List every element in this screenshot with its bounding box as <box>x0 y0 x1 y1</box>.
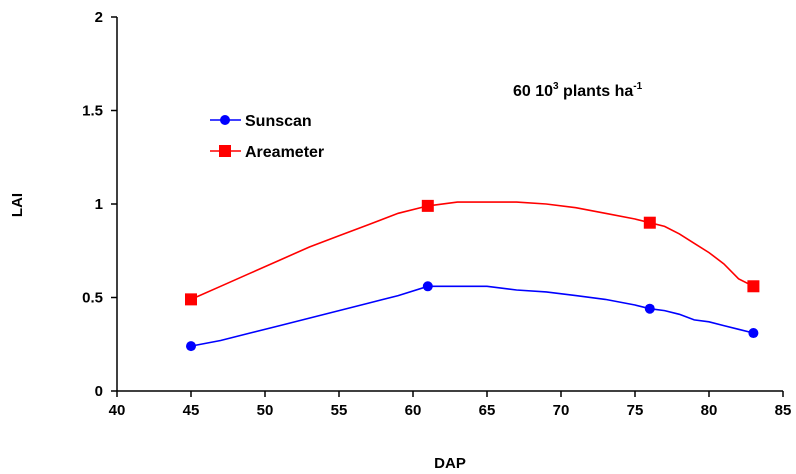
chart-axes <box>116 17 783 392</box>
legend-marker <box>220 115 230 125</box>
annotation-main: 60 10 <box>513 83 553 100</box>
density-annotation: 60 103 plants ha-1 <box>513 81 643 100</box>
x-tick-label: 80 <box>701 402 718 419</box>
x-tick-label: 50 <box>257 402 274 419</box>
annotation-mid: plants ha <box>559 83 634 100</box>
y-axis-ticks: 0 0.5 1 1.5 2 <box>82 9 117 400</box>
x-axis-ticks: 40 45 50 55 60 65 70 75 80 85 <box>109 391 792 419</box>
legend-label: Areameter <box>245 144 324 161</box>
chart-legend: Sunscan Areameter <box>210 113 324 161</box>
x-tick-label: 75 <box>627 402 644 419</box>
y-axis-title: LAI <box>9 193 26 217</box>
legend-item-sunscan: Sunscan <box>210 113 312 130</box>
x-tick-label: 45 <box>183 402 200 419</box>
x-tick-label: 85 <box>775 402 792 419</box>
y-tick-label: 1.5 <box>82 103 103 120</box>
x-tick-label: 65 <box>479 402 496 419</box>
x-axis-title: DAP <box>434 455 466 472</box>
series-line-sunscan <box>190 285 754 347</box>
legend-label: Sunscan <box>245 113 312 130</box>
data-point-sunscan <box>748 328 759 339</box>
data-point-sunscan <box>644 303 655 314</box>
y-tick-label: 0.5 <box>82 290 103 307</box>
x-tick-label: 55 <box>331 402 348 419</box>
data-point-areameter <box>643 216 656 229</box>
annotation-sup-2: -1 <box>633 81 642 92</box>
legend-item-areameter: Areameter <box>210 144 324 161</box>
data-point-areameter <box>747 280 760 293</box>
series-sunscan <box>186 281 759 352</box>
series-layer <box>185 199 760 352</box>
data-point-sunscan <box>422 281 433 292</box>
data-point-sunscan <box>186 341 196 352</box>
data-point-areameter <box>185 293 197 306</box>
series-areameter <box>185 199 760 306</box>
y-tick-label: 2 <box>95 9 103 26</box>
annotation-sup-1: 3 <box>553 81 559 92</box>
x-tick-label: 70 <box>553 402 570 419</box>
y-tick-label: 1 <box>95 196 103 213</box>
y-tick-label: 0 <box>95 383 103 400</box>
x-tick-label: 40 <box>109 402 126 419</box>
series-line-areameter <box>190 201 754 301</box>
x-tick-label: 60 <box>405 402 422 419</box>
legend-marker <box>219 145 231 157</box>
data-point-areameter <box>421 199 434 212</box>
